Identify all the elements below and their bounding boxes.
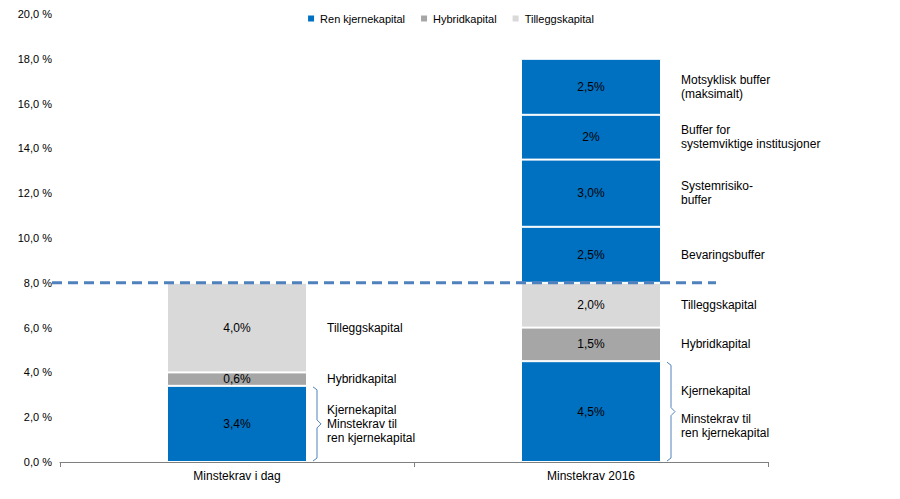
svg-text:Tilleggskapital: Tilleggskapital bbox=[327, 321, 403, 335]
svg-text:Minstekrav til: Minstekrav til bbox=[327, 417, 397, 431]
svg-text:4,5%: 4,5% bbox=[577, 405, 605, 419]
svg-text:Minstekrav i dag: Minstekrav i dag bbox=[193, 469, 280, 483]
svg-text:Hybridkapital: Hybridkapital bbox=[433, 13, 497, 25]
svg-text:Hybridkapital: Hybridkapital bbox=[681, 337, 750, 351]
svg-text:3,0%: 3,0% bbox=[577, 186, 605, 200]
svg-text:16,0 %: 16,0 % bbox=[18, 98, 52, 110]
svg-text:2,0%: 2,0% bbox=[577, 298, 605, 312]
svg-text:Systemrisiko-: Systemrisiko- bbox=[681, 179, 753, 193]
svg-text:4,0 %: 4,0 % bbox=[24, 366, 52, 378]
svg-text:2,5%: 2,5% bbox=[577, 80, 605, 94]
svg-text:Bevaringsbuffer: Bevaringsbuffer bbox=[681, 248, 765, 262]
svg-text:Buffer for: Buffer for bbox=[681, 123, 730, 137]
svg-text:ren kjernekapital: ren kjernekapital bbox=[327, 431, 415, 445]
svg-text:Kjernekapital: Kjernekapital bbox=[327, 403, 396, 417]
svg-text:12,0 %: 12,0 % bbox=[18, 187, 52, 199]
svg-text:Ren kjernekapital: Ren kjernekapital bbox=[320, 13, 405, 25]
svg-text:1,5%: 1,5% bbox=[577, 337, 605, 351]
svg-text:Hybridkapital: Hybridkapital bbox=[327, 372, 396, 386]
svg-text:ren kjernekapital: ren kjernekapital bbox=[681, 426, 769, 440]
svg-text:Minstekrav 2016: Minstekrav 2016 bbox=[547, 469, 635, 483]
svg-text:8,0 %: 8,0 % bbox=[24, 277, 52, 289]
svg-text:2,0 %: 2,0 % bbox=[24, 411, 52, 423]
svg-text:20,0 %: 20,0 % bbox=[18, 8, 52, 20]
svg-text:Motsyklisk buffer: Motsyklisk buffer bbox=[681, 73, 770, 87]
svg-text:6,0 %: 6,0 % bbox=[24, 322, 52, 334]
svg-text:(maksimalt): (maksimalt) bbox=[681, 87, 743, 101]
svg-text:14,0 %: 14,0 % bbox=[18, 142, 52, 154]
svg-text:10,0 %: 10,0 % bbox=[18, 232, 52, 244]
svg-text:systemviktige institusjoner: systemviktige institusjoner bbox=[681, 137, 820, 151]
svg-text:buffer: buffer bbox=[681, 193, 711, 207]
svg-text:Kjernekapital: Kjernekapital bbox=[681, 384, 750, 398]
svg-text:4,0%: 4,0% bbox=[223, 321, 251, 335]
svg-text:0,0 %: 0,0 % bbox=[24, 456, 52, 468]
svg-text:0,6%: 0,6% bbox=[223, 372, 251, 386]
svg-text:2,5%: 2,5% bbox=[577, 248, 605, 262]
svg-text:2%: 2% bbox=[582, 130, 600, 144]
svg-text:18,0 %: 18,0 % bbox=[18, 53, 52, 65]
svg-text:Tilleggskapital: Tilleggskapital bbox=[681, 298, 757, 312]
svg-text:Tilleggskapital: Tilleggskapital bbox=[525, 13, 594, 25]
svg-text:Minstekrav til: Minstekrav til bbox=[681, 412, 751, 426]
svg-text:3,4%: 3,4% bbox=[223, 417, 251, 431]
